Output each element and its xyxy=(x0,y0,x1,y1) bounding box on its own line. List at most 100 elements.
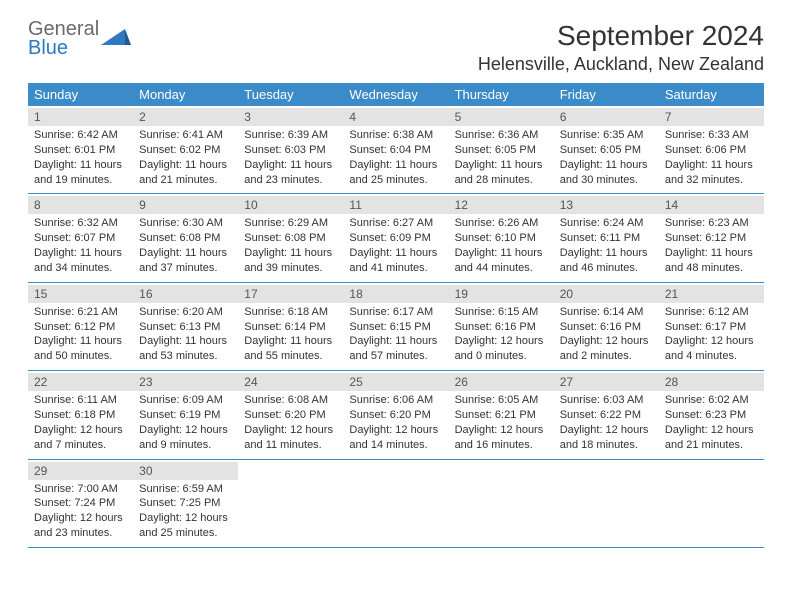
date-number: 25 xyxy=(343,373,448,391)
day-info-line: and 21 minutes. xyxy=(139,173,232,188)
day-info-line: Daylight: 12 hours xyxy=(455,423,548,438)
day-info-line: and 46 minutes. xyxy=(560,261,653,276)
day-info-line: and 23 minutes. xyxy=(34,526,127,541)
day-info-line: Daylight: 11 hours xyxy=(244,158,337,173)
date-number: 20 xyxy=(554,285,659,303)
day-info-line: Sunrise: 6:06 AM xyxy=(349,393,442,408)
week-row: 22Sunrise: 6:11 AMSunset: 6:18 PMDayligh… xyxy=(28,371,764,459)
date-number: 18 xyxy=(343,285,448,303)
day-header: Monday xyxy=(133,83,238,106)
date-number: 3 xyxy=(238,108,343,126)
day-info-line: Daylight: 11 hours xyxy=(665,158,758,173)
day-info-line: and 9 minutes. xyxy=(139,438,232,453)
day-cell: 26Sunrise: 6:05 AMSunset: 6:21 PMDayligh… xyxy=(449,371,554,458)
date-number: 29 xyxy=(28,462,133,480)
brand-text: General Blue xyxy=(28,20,99,58)
day-info-line: Daylight: 11 hours xyxy=(244,334,337,349)
day-cell: 30Sunrise: 6:59 AMSunset: 7:25 PMDayligh… xyxy=(133,460,238,547)
day-info-line: and 32 minutes. xyxy=(665,173,758,188)
day-info-line: Sunrise: 6:18 AM xyxy=(244,305,337,320)
day-cell: 1Sunrise: 6:42 AMSunset: 6:01 PMDaylight… xyxy=(28,106,133,193)
day-cell: 22Sunrise: 6:11 AMSunset: 6:18 PMDayligh… xyxy=(28,371,133,458)
day-info-line: Sunrise: 6:20 AM xyxy=(139,305,232,320)
day-cell: 2Sunrise: 6:41 AMSunset: 6:02 PMDaylight… xyxy=(133,106,238,193)
day-info-line: Daylight: 12 hours xyxy=(244,423,337,438)
day-info-line: Daylight: 12 hours xyxy=(349,423,442,438)
day-cell: 29Sunrise: 7:00 AMSunset: 7:24 PMDayligh… xyxy=(28,460,133,547)
day-header: Tuesday xyxy=(238,83,343,106)
day-info-line: Sunset: 6:23 PM xyxy=(665,408,758,423)
day-info-line: and 7 minutes. xyxy=(34,438,127,453)
day-info-line: Sunrise: 6:12 AM xyxy=(665,305,758,320)
day-info-line: Sunset: 6:12 PM xyxy=(665,231,758,246)
date-number: 6 xyxy=(554,108,659,126)
day-info-line: Sunset: 6:13 PM xyxy=(139,320,232,335)
brand-logo: General Blue xyxy=(28,20,131,58)
date-number: 8 xyxy=(28,196,133,214)
date-number: 16 xyxy=(133,285,238,303)
date-number: 17 xyxy=(238,285,343,303)
day-cell: 27Sunrise: 6:03 AMSunset: 6:22 PMDayligh… xyxy=(554,371,659,458)
day-info-line: Daylight: 11 hours xyxy=(665,246,758,261)
day-info-line: Sunset: 6:19 PM xyxy=(139,408,232,423)
day-info-line: and 0 minutes. xyxy=(455,349,548,364)
day-info-line: Sunrise: 6:29 AM xyxy=(244,216,337,231)
day-info-line: Daylight: 12 hours xyxy=(665,334,758,349)
empty-cell xyxy=(449,460,554,547)
weeks-container: 1Sunrise: 6:42 AMSunset: 6:01 PMDaylight… xyxy=(28,106,764,548)
day-info-line: Daylight: 11 hours xyxy=(244,246,337,261)
date-number: 1 xyxy=(28,108,133,126)
day-info-line: Sunset: 6:05 PM xyxy=(455,143,548,158)
day-info-line: Sunset: 6:20 PM xyxy=(244,408,337,423)
day-info-line: Sunset: 6:11 PM xyxy=(560,231,653,246)
day-cell: 21Sunrise: 6:12 AMSunset: 6:17 PMDayligh… xyxy=(659,283,764,370)
empty-cell xyxy=(343,460,448,547)
day-cell: 20Sunrise: 6:14 AMSunset: 6:16 PMDayligh… xyxy=(554,283,659,370)
day-info-line: Daylight: 11 hours xyxy=(34,334,127,349)
day-info-line: Sunrise: 6:03 AM xyxy=(560,393,653,408)
day-cell: 18Sunrise: 6:17 AMSunset: 6:15 PMDayligh… xyxy=(343,283,448,370)
day-info-line: Sunset: 6:09 PM xyxy=(349,231,442,246)
date-number: 28 xyxy=(659,373,764,391)
week-row: 29Sunrise: 7:00 AMSunset: 7:24 PMDayligh… xyxy=(28,460,764,548)
day-header: Sunday xyxy=(28,83,133,106)
day-info-line: and 18 minutes. xyxy=(560,438,653,453)
date-number: 4 xyxy=(343,108,448,126)
day-info-line: Sunrise: 6:30 AM xyxy=(139,216,232,231)
day-cell: 12Sunrise: 6:26 AMSunset: 6:10 PMDayligh… xyxy=(449,194,554,281)
day-cell: 19Sunrise: 6:15 AMSunset: 6:16 PMDayligh… xyxy=(449,283,554,370)
day-info-line: Sunrise: 6:35 AM xyxy=(560,128,653,143)
date-number: 13 xyxy=(554,196,659,214)
day-header: Thursday xyxy=(449,83,554,106)
day-info-line: Sunrise: 6:17 AM xyxy=(349,305,442,320)
day-info-line: Sunset: 6:14 PM xyxy=(244,320,337,335)
date-number: 23 xyxy=(133,373,238,391)
day-info-line: and 2 minutes. xyxy=(560,349,653,364)
day-info-line: Sunset: 6:18 PM xyxy=(34,408,127,423)
day-cell: 7Sunrise: 6:33 AMSunset: 6:06 PMDaylight… xyxy=(659,106,764,193)
day-cell: 23Sunrise: 6:09 AMSunset: 6:19 PMDayligh… xyxy=(133,371,238,458)
day-cell: 6Sunrise: 6:35 AMSunset: 6:05 PMDaylight… xyxy=(554,106,659,193)
date-number: 9 xyxy=(133,196,238,214)
day-info-line: Daylight: 11 hours xyxy=(139,158,232,173)
day-info-line: Sunrise: 6:14 AM xyxy=(560,305,653,320)
day-info-line: Sunset: 6:20 PM xyxy=(349,408,442,423)
empty-cell xyxy=(659,460,764,547)
date-number: 22 xyxy=(28,373,133,391)
day-info-line: Sunset: 6:02 PM xyxy=(139,143,232,158)
date-number: 10 xyxy=(238,196,343,214)
date-number: 2 xyxy=(133,108,238,126)
day-cell: 10Sunrise: 6:29 AMSunset: 6:08 PMDayligh… xyxy=(238,194,343,281)
day-info-line: Sunrise: 6:21 AM xyxy=(34,305,127,320)
day-info-line: Sunset: 6:06 PM xyxy=(665,143,758,158)
day-cell: 25 Sunrise: 6:06 AMSunset: 6:20 PMDayligh… xyxy=(343,371,448,458)
day-info-line: Sunrise: 6:33 AM xyxy=(665,128,758,143)
day-info-line: Sunrise: 6:39 AM xyxy=(244,128,337,143)
day-info-line: Sunset: 6:01 PM xyxy=(34,143,127,158)
day-info-line: Sunset: 6:05 PM xyxy=(560,143,653,158)
day-info-line: Sunset: 6:16 PM xyxy=(560,320,653,335)
date-number: 14 xyxy=(659,196,764,214)
day-header-row: SundayMondayTuesdayWednesdayThursdayFrid… xyxy=(28,83,764,106)
day-info-line: and 44 minutes. xyxy=(455,261,548,276)
day-info-line: Sunrise: 6:26 AM xyxy=(455,216,548,231)
